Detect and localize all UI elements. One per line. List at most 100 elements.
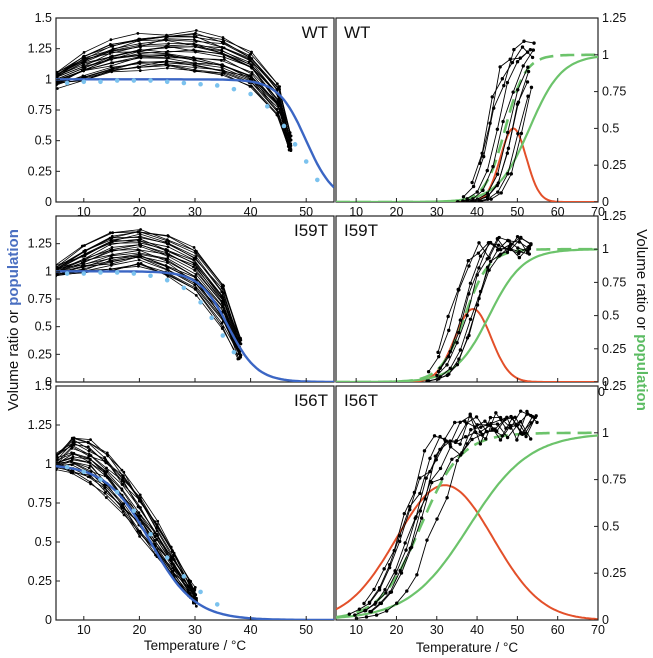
trace-point <box>192 38 196 42</box>
trace-point <box>522 39 526 43</box>
trace-point <box>156 519 160 523</box>
trace-point <box>412 490 417 495</box>
x-tick-label: 40 <box>244 623 258 637</box>
trace-point <box>520 45 525 49</box>
trace-point <box>467 292 471 296</box>
plot-area <box>336 409 598 620</box>
trace-point <box>500 434 504 438</box>
trace-point <box>533 415 538 420</box>
trace-point <box>353 613 357 617</box>
trace-point <box>393 569 397 573</box>
trace-point <box>519 236 523 240</box>
trace-point <box>138 529 142 533</box>
trace-point <box>524 434 528 439</box>
trace-point <box>490 95 494 99</box>
trace-point <box>453 440 458 445</box>
trace-point <box>138 69 142 72</box>
trace-point <box>512 47 516 52</box>
trace-point <box>526 65 530 69</box>
x-tick-label: 20 <box>132 623 146 637</box>
population-point <box>198 81 203 87</box>
trace-point <box>221 283 224 287</box>
trace-point <box>509 414 513 419</box>
trace-point <box>509 172 513 176</box>
y-axis-title-left-main: Volume ratio or <box>5 306 22 411</box>
y-tick-label: 0.5 <box>35 134 52 148</box>
y-tick-label: 0 <box>45 195 52 209</box>
trace-line <box>56 244 239 346</box>
trace-point <box>515 60 520 64</box>
y-axis-title-left-highlight: population <box>5 229 22 306</box>
plot-area <box>56 29 334 189</box>
trace-point <box>505 130 510 135</box>
trace-point <box>403 541 407 545</box>
panel-bottom-right: 10 20 30 40 50 60 700 0.25 0.5 0.75 1 1.25 I56T <box>335 379 626 637</box>
population-point <box>148 273 153 279</box>
trace-point <box>192 33 196 36</box>
trace-point <box>222 69 226 73</box>
trace-point <box>138 493 142 497</box>
trace-point <box>458 453 463 457</box>
plot-frame <box>55 215 335 383</box>
y-tick-label: 0 <box>602 613 609 627</box>
trace-point <box>526 94 530 98</box>
trace-point <box>154 553 157 557</box>
population-point <box>131 78 137 83</box>
trace-point <box>71 471 75 475</box>
trace-line <box>56 462 196 603</box>
x-tick-label: 10 <box>77 623 91 637</box>
trace-point <box>166 257 170 260</box>
x-tick-label: 30 <box>188 623 202 637</box>
trace-point <box>485 265 490 270</box>
trace-line <box>439 236 532 369</box>
trace-point <box>480 432 484 437</box>
trace-line <box>56 39 289 142</box>
trace-point <box>70 458 74 462</box>
trace-point <box>139 496 142 500</box>
trace-point <box>452 420 457 425</box>
trace-point <box>382 567 386 571</box>
trace-point <box>477 266 481 270</box>
trace-point <box>137 235 141 239</box>
trace-point <box>111 44 115 48</box>
trace-point <box>531 48 536 52</box>
trace-point <box>111 66 115 70</box>
trace-point <box>377 588 382 592</box>
trace-point <box>425 538 429 542</box>
trace-point <box>70 451 73 455</box>
trace-line <box>57 452 195 595</box>
plot-area <box>56 228 334 382</box>
trace-point <box>248 84 252 88</box>
trace-point <box>136 264 140 268</box>
trace-point <box>86 445 90 449</box>
trace-point <box>347 612 352 616</box>
trace-point <box>432 434 437 438</box>
trace-point <box>442 437 447 442</box>
trace-point <box>109 38 113 42</box>
trace-point <box>372 587 376 592</box>
trace-point <box>503 417 507 422</box>
trace-point <box>529 242 533 246</box>
population-point <box>164 555 170 560</box>
population-point <box>64 271 70 276</box>
trace-point <box>110 246 114 249</box>
trace-point <box>194 604 198 608</box>
trace-point <box>433 454 438 458</box>
trace-point <box>136 230 140 234</box>
trace-line <box>56 244 239 347</box>
trace-point <box>236 348 240 352</box>
trace-line <box>56 32 290 137</box>
trace-point <box>487 256 491 260</box>
population-point <box>198 589 203 595</box>
trace-point <box>488 415 493 420</box>
trace-point <box>392 548 396 553</box>
trace-point <box>428 456 432 461</box>
trace-point <box>289 142 293 146</box>
population-point <box>181 285 187 291</box>
trace-line <box>365 410 538 611</box>
trace-point <box>109 42 112 46</box>
y-tick-label: 1.25 <box>28 418 52 432</box>
trace-point <box>515 102 520 106</box>
trace-point <box>504 426 508 430</box>
